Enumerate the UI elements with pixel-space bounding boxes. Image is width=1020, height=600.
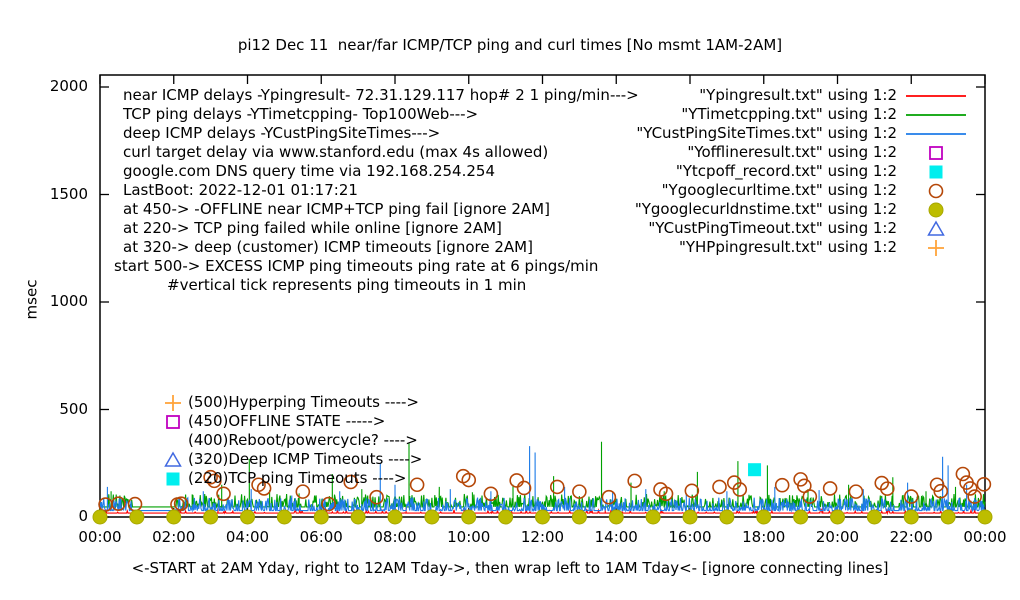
info-line-8: at 220-> TCP ping failed while online [i… <box>123 219 502 237</box>
info-line-2: TCP ping delays -YTimetcpping- Top100Web… <box>123 105 479 123</box>
y-tick-label: 2000 <box>49 77 88 95</box>
info-line-3: deep ICMP delays -YCustPingSiteTimes---> <box>123 124 441 142</box>
x-tick-label: 22:00 <box>889 528 933 546</box>
legend-label-ygooglecurltime-txt: "Ygooglecurltime.txt" using 1:2 <box>661 181 897 199</box>
x-tick-label: 18:00 <box>742 528 786 546</box>
legend-label-ytcpoff_record-txt: "Ytcpoff_record.txt" using 1:2 <box>675 162 897 180</box>
info-line-6: LastBoot: 2022-12-01 01:17:21 <box>123 181 358 199</box>
legend-label-ycustpingtimeout-txt: "YCustPingTimeout.txt" using 1:2 <box>648 219 897 237</box>
legend-label-yofflineresult-txt: "Yofflineresult.txt" using 1:2 <box>687 143 897 161</box>
info-line-10: start 500-> EXCESS ICMP ping timeouts pi… <box>114 257 599 275</box>
x-tick-label: 10:00 <box>447 528 491 546</box>
legend-label-ytimetcpping-txt: "YTimetcpping.txt" using 1:2 <box>681 105 897 123</box>
info-line-7: at 450-> -OFFLINE near ICMP+TCP ping fai… <box>123 200 550 218</box>
legend-label-ypingresult-txt: "Ypingresult.txt" using 1:2 <box>699 86 897 104</box>
info-line-1: near ICMP delays -Ypingresult- 72.31.129… <box>123 86 639 104</box>
threshold-label-5: (220)TCP ping Timeouts ----> <box>188 469 407 487</box>
y-tick-label: 0 <box>78 507 88 525</box>
info-line-9: at 320-> deep (customer) ICMP timeouts [… <box>123 238 533 256</box>
legend-label-ygooglecurldnstime-txt: "Ygooglecurldnstime.txt" using 1:2 <box>634 200 897 218</box>
x-tick-label: 14:00 <box>594 528 638 546</box>
x-tick-label: 08:00 <box>373 528 417 546</box>
info-line-4: curl target delay via www.stanford.edu (… <box>123 143 549 161</box>
info-line-11: #vertical tick represents ping timeouts … <box>167 276 527 294</box>
threshold-label-2: (450)OFFLINE STATE -----> <box>188 412 386 430</box>
threshold-label-4: (320)Deep ICMP Timeouts ----> <box>188 450 423 468</box>
threshold-label-1: (500)Hyperping Timeouts ----> <box>188 393 419 411</box>
y-tick-label: 1500 <box>49 184 88 203</box>
x-tick-label: 00:00 <box>78 528 122 546</box>
x-tick-label: 12:00 <box>520 528 565 546</box>
x-tick-label: 20:00 <box>815 528 860 546</box>
chart-title: pi12 Dec 11 near/far ICMP/TCP ping and c… <box>237 36 783 54</box>
info-line-5: google.com DNS query time via 192.168.25… <box>123 162 495 180</box>
x-axis-label: <-START at 2AM Yday, right to 12AM Tday-… <box>131 559 889 577</box>
legend-label-ycustpingsitetimes-txt: "YCustPingSiteTimes.txt" using 1:2 <box>636 124 897 142</box>
x-tick-label: 16:00 <box>668 528 712 546</box>
x-tick-label: 04:00 <box>225 528 270 546</box>
threshold-label-3: (400)Reboot/powercycle? ----> <box>188 431 418 449</box>
x-tick-label: 00:00 <box>963 528 1007 546</box>
y-tick-label: 1000 <box>49 292 88 310</box>
x-tick-label: 06:00 <box>299 528 343 546</box>
x-tick-label: 02:00 <box>152 528 196 546</box>
y-tick-label: 500 <box>59 399 88 418</box>
legend-label-yhppingresult-txt: "YHPpingresult.txt" using 1:2 <box>678 238 897 256</box>
